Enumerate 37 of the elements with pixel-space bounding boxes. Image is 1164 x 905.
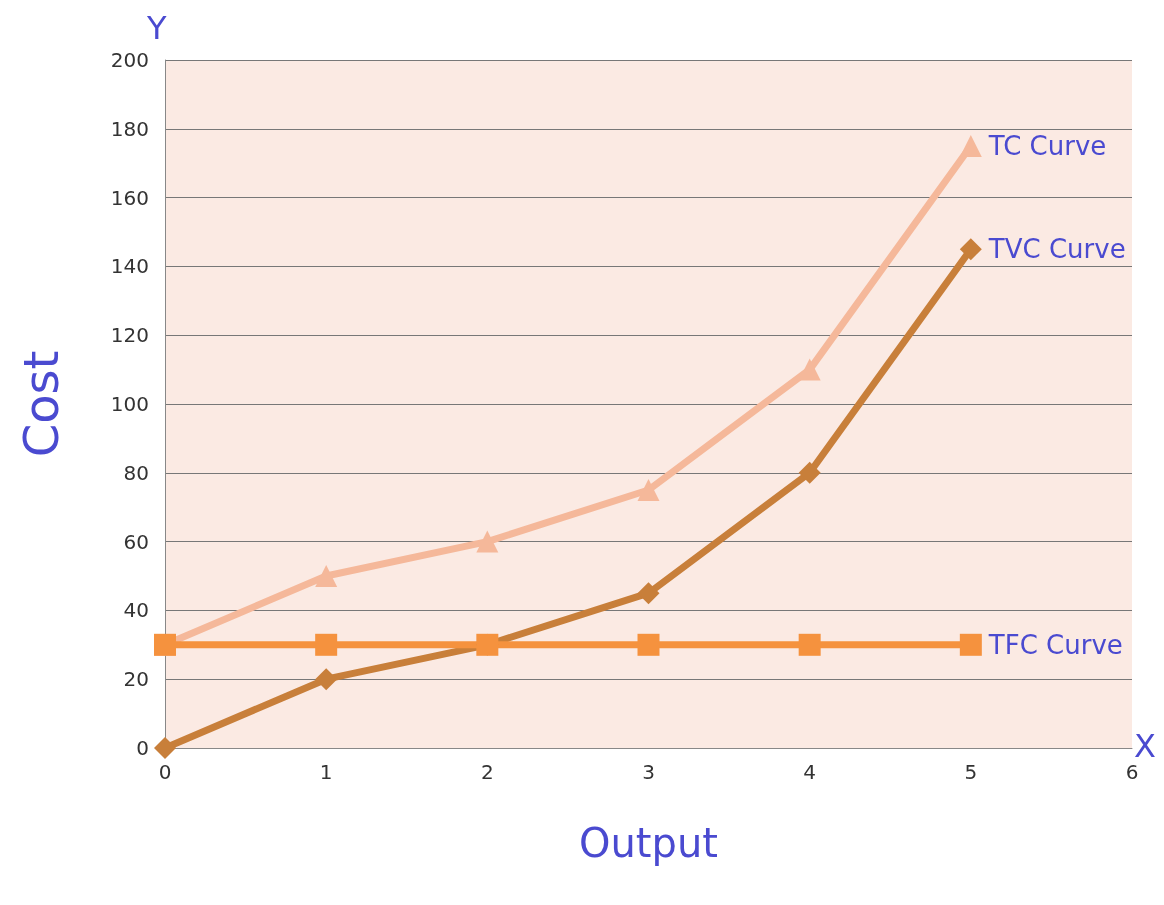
point: [959, 238, 982, 261]
point: [959, 135, 982, 157]
y-tick-label: 140: [110, 254, 149, 279]
point: [798, 633, 821, 656]
x-tick-label: 2: [480, 760, 494, 784]
text: Y: [146, 9, 167, 47]
point: [315, 565, 338, 587]
y-tick-label: 80: [123, 460, 149, 485]
y-tick-label: 40: [123, 598, 149, 623]
point: [798, 461, 821, 484]
x-tick-label: 3: [642, 760, 655, 784]
y-tick-label: 100: [110, 392, 149, 416]
point: [637, 582, 660, 605]
x-axis-title: Output: [579, 820, 718, 866]
y-tick-label: 20: [123, 667, 149, 692]
series-label: TC Curve: [987, 131, 1107, 161]
y-axis-title: Cost: [13, 350, 69, 458]
y-tick-label: 160: [110, 185, 149, 210]
y-tick-label: 0: [136, 736, 149, 760]
point: [959, 633, 982, 656]
x-tick-label: 5: [964, 760, 978, 784]
point: [154, 737, 176, 759]
x-tick-label: 1: [319, 760, 333, 784]
y-tick-label: 120: [110, 323, 149, 348]
point: [637, 633, 660, 656]
x-tick-label: 4: [803, 760, 817, 784]
x-tick-label: 0: [158, 760, 172, 784]
point: [315, 668, 338, 691]
y-tick-label: 60: [123, 529, 149, 554]
point: [315, 633, 338, 656]
y-tick-label: 180: [110, 116, 149, 141]
y-tick-label: 200: [110, 48, 149, 72]
point: [476, 530, 499, 553]
series-label: TVC Curve: [987, 234, 1126, 265]
point: [637, 479, 660, 501]
series-label: TFC Curve: [987, 629, 1123, 660]
point: [798, 358, 821, 381]
